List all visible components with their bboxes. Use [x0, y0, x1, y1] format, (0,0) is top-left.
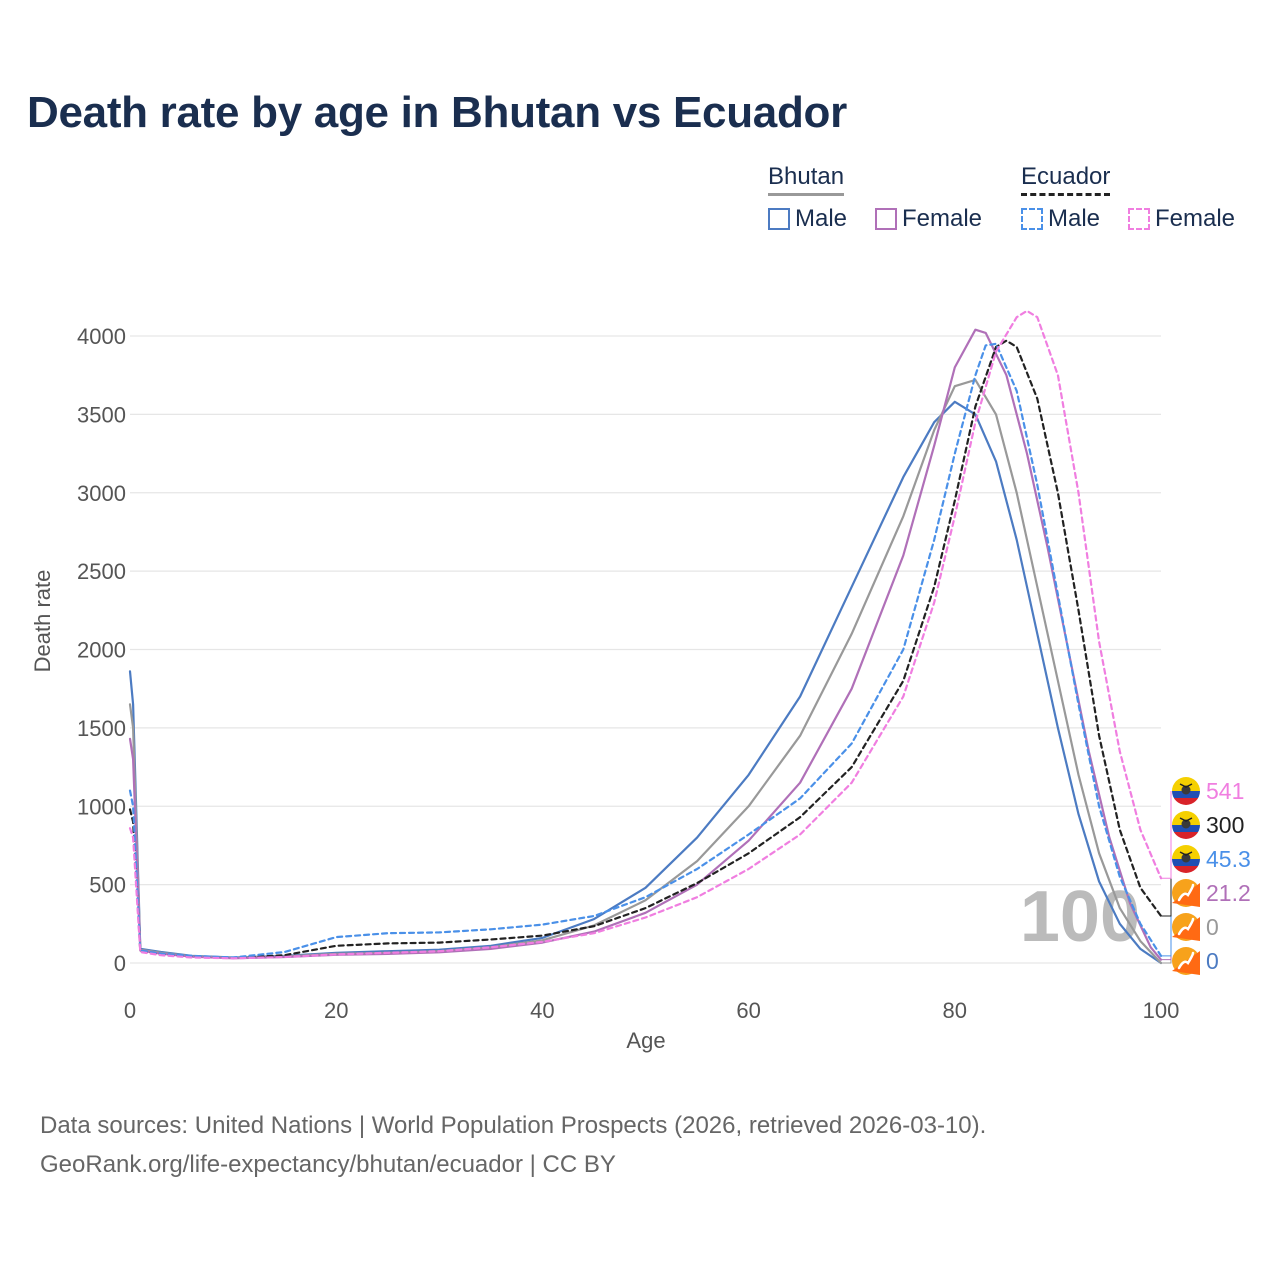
series-line-ecuador-male[interactable] [128, 342, 1163, 959]
end-label-value: 300 [1206, 812, 1244, 838]
bhutan-flag-icon [1172, 913, 1200, 941]
legend-label-ecuador-female: Female [1155, 205, 1236, 232]
legend-label-bhutan-female: Female [902, 205, 983, 232]
source-line-1: Data sources: United Nations | World Pop… [40, 1112, 987, 1139]
end-label-bhutan-female: 21.2 [1161, 879, 1251, 961]
end-label-connector [1161, 893, 1172, 961]
legend-group-title-ecuador: Ecuador [1021, 163, 1111, 196]
end-label-value: 45.3 [1206, 846, 1251, 872]
bhutan-flag-icon [1172, 947, 1200, 975]
legend-swatch-bhutan-male [768, 208, 790, 230]
legend-label-ecuador-male: Male [1048, 205, 1101, 232]
x-tick-label: 100 [1143, 998, 1180, 1023]
grid-lines [130, 335, 1161, 964]
legend-item-ecuador-female[interactable]: Female [1128, 205, 1235, 233]
x-tick-label: 80 [943, 998, 967, 1023]
end-label-connector [1161, 859, 1172, 957]
legend-item-bhutan-female[interactable]: Female [875, 205, 982, 233]
y-tick-label: 1500 [77, 716, 126, 741]
y-tick-label: 0 [114, 951, 126, 976]
legend-swatch-ecuador-male [1021, 208, 1043, 230]
source-note: Data sources: United Nations | World Pop… [40, 1106, 986, 1184]
ecuador-flag-icon [1172, 811, 1200, 839]
legend-group-ecuador: Ecuador [1021, 163, 1111, 196]
y-tick-label: 2000 [77, 638, 126, 663]
end-label-value: 21.2 [1206, 880, 1251, 906]
end-label-value: 0 [1206, 948, 1219, 974]
y-axis-title: Death rate [30, 570, 55, 673]
x-tick-label: 20 [324, 998, 348, 1023]
x-tick-label: 40 [530, 998, 554, 1023]
legend-item-bhutan-male[interactable]: Male [768, 205, 847, 233]
end-label-ecuador-female: 541 [1161, 777, 1244, 879]
legend-group-title-bhutan: Bhutan [768, 163, 845, 196]
series-line-bhutan-male[interactable] [128, 400, 1163, 965]
end-label-connector [1161, 825, 1172, 917]
end-label-value: 541 [1206, 778, 1244, 804]
x-tick-label: 0 [124, 998, 136, 1023]
x-tick-label: 60 [736, 998, 760, 1023]
y-tick-label: 500 [89, 873, 126, 898]
series-line-ecuador-female[interactable] [128, 309, 1163, 960]
end-label-connector [1161, 791, 1172, 879]
y-tick-label: 1000 [77, 794, 126, 819]
series-lines [128, 309, 1163, 965]
end-label-ecuador-male: 45.3 [1161, 845, 1251, 957]
end-label-bhutan-male: 0 [1161, 947, 1219, 975]
series-line-bhutan-female[interactable] [128, 328, 1163, 961]
end-label-ecuador-both: 300 [1161, 811, 1244, 917]
legend-swatch-ecuador-female [1128, 208, 1150, 230]
ecuador-flag-icon [1172, 845, 1200, 873]
chart-title: Death rate by age in Bhutan vs Ecuador [27, 88, 847, 137]
end-label-bhutan-both: 0 [1161, 913, 1219, 964]
ecuador-flag-icon [1172, 777, 1200, 805]
y-tick-label: 3000 [77, 481, 126, 506]
y-tick-label: 4000 [77, 324, 126, 349]
legend-item-ecuador-male[interactable]: Male [1021, 205, 1100, 233]
legend-label-bhutan-male: Male [795, 205, 848, 232]
end-labels: 0 0 21.2 45.3 300 541 [1161, 777, 1251, 975]
x-axis-title: Age [626, 1028, 665, 1053]
series-line-bhutan-both[interactable] [128, 378, 1163, 965]
age-watermark: 100 [1020, 877, 1140, 957]
end-label-connector [1161, 927, 1172, 964]
legend-swatch-bhutan-female [875, 208, 897, 230]
end-label-value: 0 [1206, 914, 1219, 940]
y-tick-label: 3500 [77, 402, 126, 427]
bhutan-flag-icon [1172, 879, 1200, 907]
legend-group-bhutan: Bhutan [768, 163, 845, 196]
y-tick-label: 2500 [77, 559, 126, 584]
source-line-2: GeoRank.org/life-expectancy/bhutan/ecuad… [40, 1151, 616, 1178]
axis-ticks: 0 500 1000 1500 2000 2500 3000 3500 4000 0 20 40 60 8… [77, 324, 1179, 1023]
